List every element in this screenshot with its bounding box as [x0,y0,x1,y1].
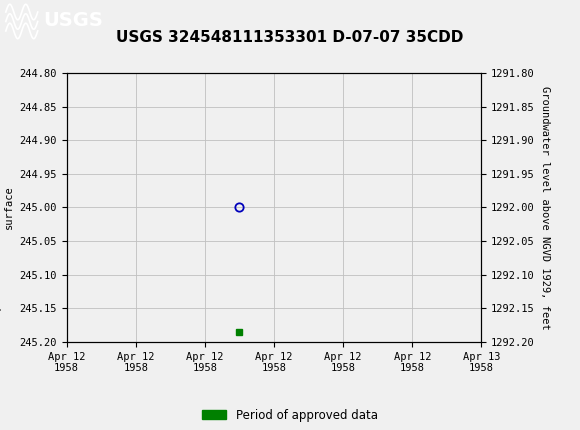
Y-axis label: Depth to water level, feet below land
surface: Depth to water level, feet below land su… [0,92,14,323]
Text: USGS: USGS [44,11,103,30]
Text: USGS 324548111353301 D-07-07 35CDD: USGS 324548111353301 D-07-07 35CDD [117,30,463,45]
Y-axis label: Groundwater level above NGVD 1929, feet: Groundwater level above NGVD 1929, feet [541,86,550,329]
Legend: Period of approved data: Period of approved data [202,409,378,422]
